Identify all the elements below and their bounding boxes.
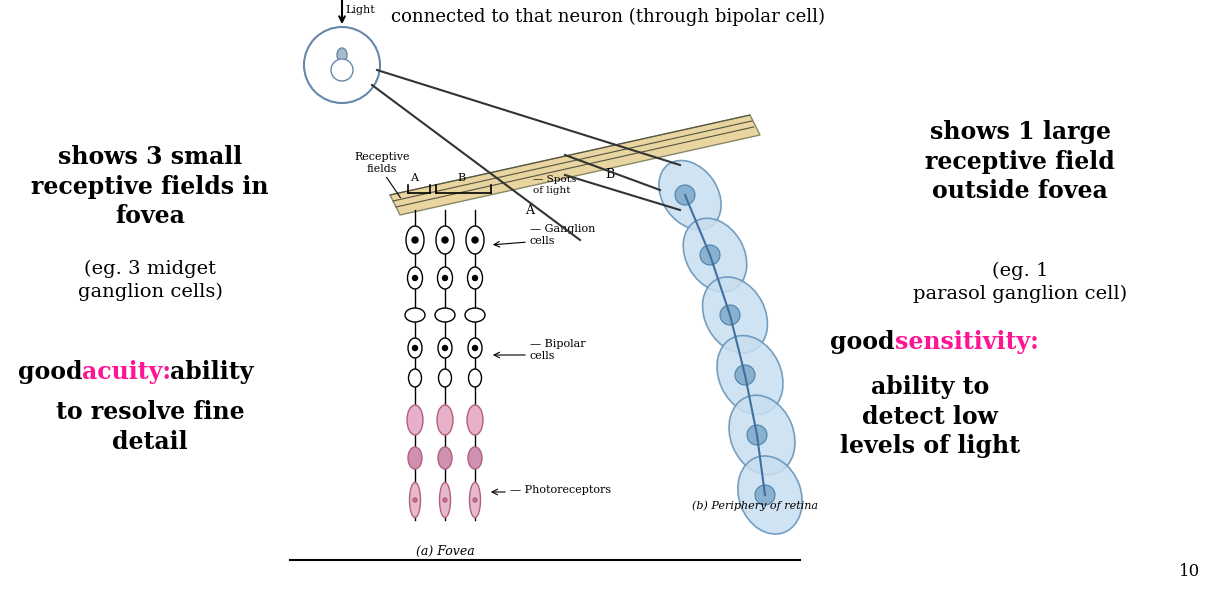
- Text: ability: ability: [170, 360, 253, 384]
- Circle shape: [473, 346, 478, 350]
- Ellipse shape: [717, 335, 783, 414]
- Text: shows 1 large
receptive field
outside fovea: shows 1 large receptive field outside fo…: [925, 120, 1115, 203]
- Ellipse shape: [437, 405, 454, 435]
- Ellipse shape: [469, 483, 480, 517]
- Ellipse shape: [659, 160, 721, 230]
- Text: 10: 10: [1178, 563, 1200, 580]
- Text: (eg. 1
parasol ganglion cell): (eg. 1 parasol ganglion cell): [913, 262, 1127, 303]
- Circle shape: [473, 498, 477, 502]
- Circle shape: [734, 365, 755, 385]
- Text: Light: Light: [345, 5, 375, 15]
- Circle shape: [441, 237, 447, 243]
- Ellipse shape: [465, 308, 485, 322]
- Ellipse shape: [468, 447, 482, 469]
- Ellipse shape: [439, 369, 451, 387]
- Circle shape: [472, 237, 478, 243]
- Ellipse shape: [438, 338, 452, 358]
- Text: — Bipolar
cells: — Bipolar cells: [530, 339, 586, 361]
- Ellipse shape: [409, 338, 422, 358]
- Text: Receptive
fields: Receptive fields: [354, 152, 410, 173]
- Ellipse shape: [410, 483, 421, 517]
- Text: good: good: [831, 330, 902, 354]
- Ellipse shape: [467, 267, 483, 289]
- Ellipse shape: [468, 338, 482, 358]
- Text: connected to that neuron (through bipolar cell): connected to that neuron (through bipola…: [392, 8, 824, 26]
- Circle shape: [675, 185, 696, 205]
- Ellipse shape: [407, 405, 423, 435]
- Ellipse shape: [438, 267, 452, 289]
- Circle shape: [473, 276, 478, 280]
- Text: shows 3 small
receptive fields in
fovea: shows 3 small receptive fields in fovea: [32, 145, 269, 228]
- Ellipse shape: [304, 27, 379, 103]
- Circle shape: [700, 245, 720, 265]
- Text: (eg. 3 midget
ganglion cells): (eg. 3 midget ganglion cells): [78, 260, 223, 301]
- Ellipse shape: [730, 395, 795, 475]
- Text: — Photoreceptors: — Photoreceptors: [510, 485, 612, 495]
- Text: sensitivity:: sensitivity:: [895, 330, 1038, 354]
- Circle shape: [443, 346, 447, 350]
- Ellipse shape: [466, 226, 484, 254]
- Ellipse shape: [703, 277, 767, 353]
- Text: good: good: [18, 360, 91, 384]
- Ellipse shape: [405, 308, 426, 322]
- Ellipse shape: [438, 447, 452, 469]
- Ellipse shape: [409, 447, 422, 469]
- Text: A: A: [410, 173, 418, 183]
- Circle shape: [443, 498, 447, 502]
- Text: — Spots
of light: — Spots of light: [533, 175, 576, 195]
- Circle shape: [412, 276, 417, 280]
- Ellipse shape: [738, 456, 803, 534]
- Circle shape: [443, 276, 447, 280]
- Text: B: B: [457, 173, 465, 183]
- Text: ability to
detect low
levels of light: ability to detect low levels of light: [840, 375, 1020, 459]
- Circle shape: [720, 305, 741, 325]
- Circle shape: [747, 425, 767, 445]
- Text: acuity:: acuity:: [81, 360, 171, 384]
- Ellipse shape: [683, 218, 747, 292]
- Polygon shape: [390, 115, 760, 215]
- Ellipse shape: [407, 267, 422, 289]
- Ellipse shape: [337, 48, 347, 62]
- Circle shape: [412, 346, 417, 350]
- Text: (b) Periphery of retina: (b) Periphery of retina: [692, 500, 818, 511]
- Ellipse shape: [467, 405, 483, 435]
- Ellipse shape: [331, 59, 353, 81]
- Text: (a) Fovea: (a) Fovea: [416, 545, 474, 558]
- Circle shape: [412, 237, 418, 243]
- Text: A: A: [525, 203, 535, 216]
- Text: — Ganglion
cells: — Ganglion cells: [530, 224, 596, 246]
- Ellipse shape: [439, 483, 450, 517]
- Text: B: B: [606, 169, 614, 182]
- Circle shape: [755, 485, 775, 505]
- Ellipse shape: [406, 226, 424, 254]
- Ellipse shape: [435, 308, 455, 322]
- Text: to resolve fine
detail: to resolve fine detail: [56, 400, 244, 454]
- Ellipse shape: [437, 226, 454, 254]
- Circle shape: [413, 498, 417, 502]
- Ellipse shape: [468, 369, 482, 387]
- Ellipse shape: [409, 369, 422, 387]
